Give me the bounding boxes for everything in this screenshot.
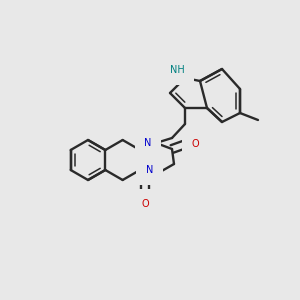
Text: O: O xyxy=(192,139,200,149)
Text: N: N xyxy=(146,165,153,175)
Text: NH: NH xyxy=(169,65,184,75)
Text: O: O xyxy=(141,199,149,209)
Text: N: N xyxy=(144,138,152,148)
